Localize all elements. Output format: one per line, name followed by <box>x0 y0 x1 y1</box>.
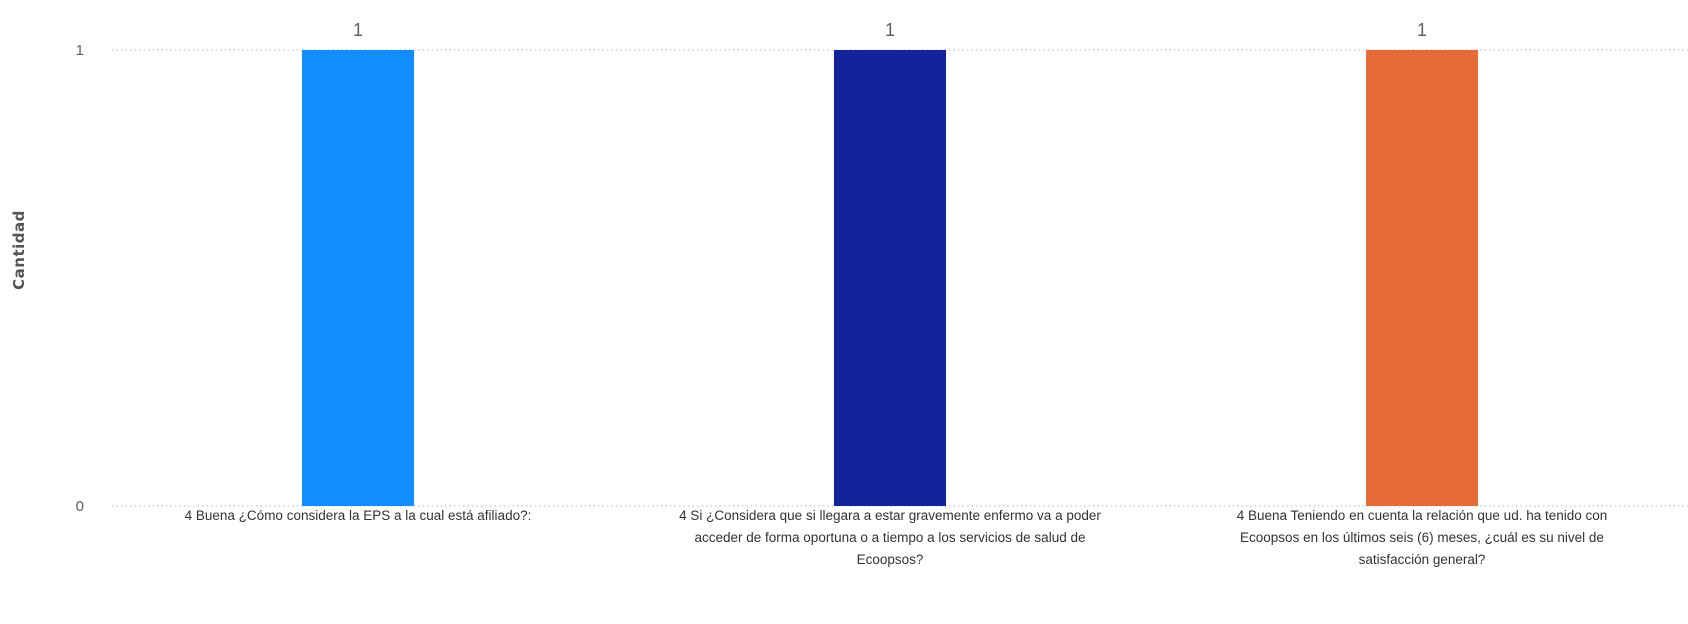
data-label: 1 <box>353 20 363 40</box>
bar[interactable] <box>1366 50 1478 506</box>
bars <box>302 50 1478 506</box>
y-axis-title-text: Cantidad <box>10 210 28 290</box>
y-tick-label: 0 <box>76 498 84 515</box>
x-tick-label: 4 Buena ¿Cómo considera la EPS a la cual… <box>184 508 532 523</box>
data-labels: 1 1 1 <box>353 20 1427 40</box>
y-tick-label: 1 <box>76 42 84 59</box>
x-tick-label: 4 Buena Teniendo en cuenta la relación q… <box>1236 508 1608 567</box>
data-label: 1 <box>1417 20 1427 40</box>
data-label: 1 <box>885 20 895 40</box>
bar[interactable] <box>302 50 414 506</box>
y-axis-title: Cantidad <box>4 180 34 320</box>
x-tick-label: 4 Si ¿Considera que si llegara a estar g… <box>679 508 1101 567</box>
bar[interactable] <box>834 50 946 506</box>
y-axis-ticks: 01 <box>76 42 84 515</box>
